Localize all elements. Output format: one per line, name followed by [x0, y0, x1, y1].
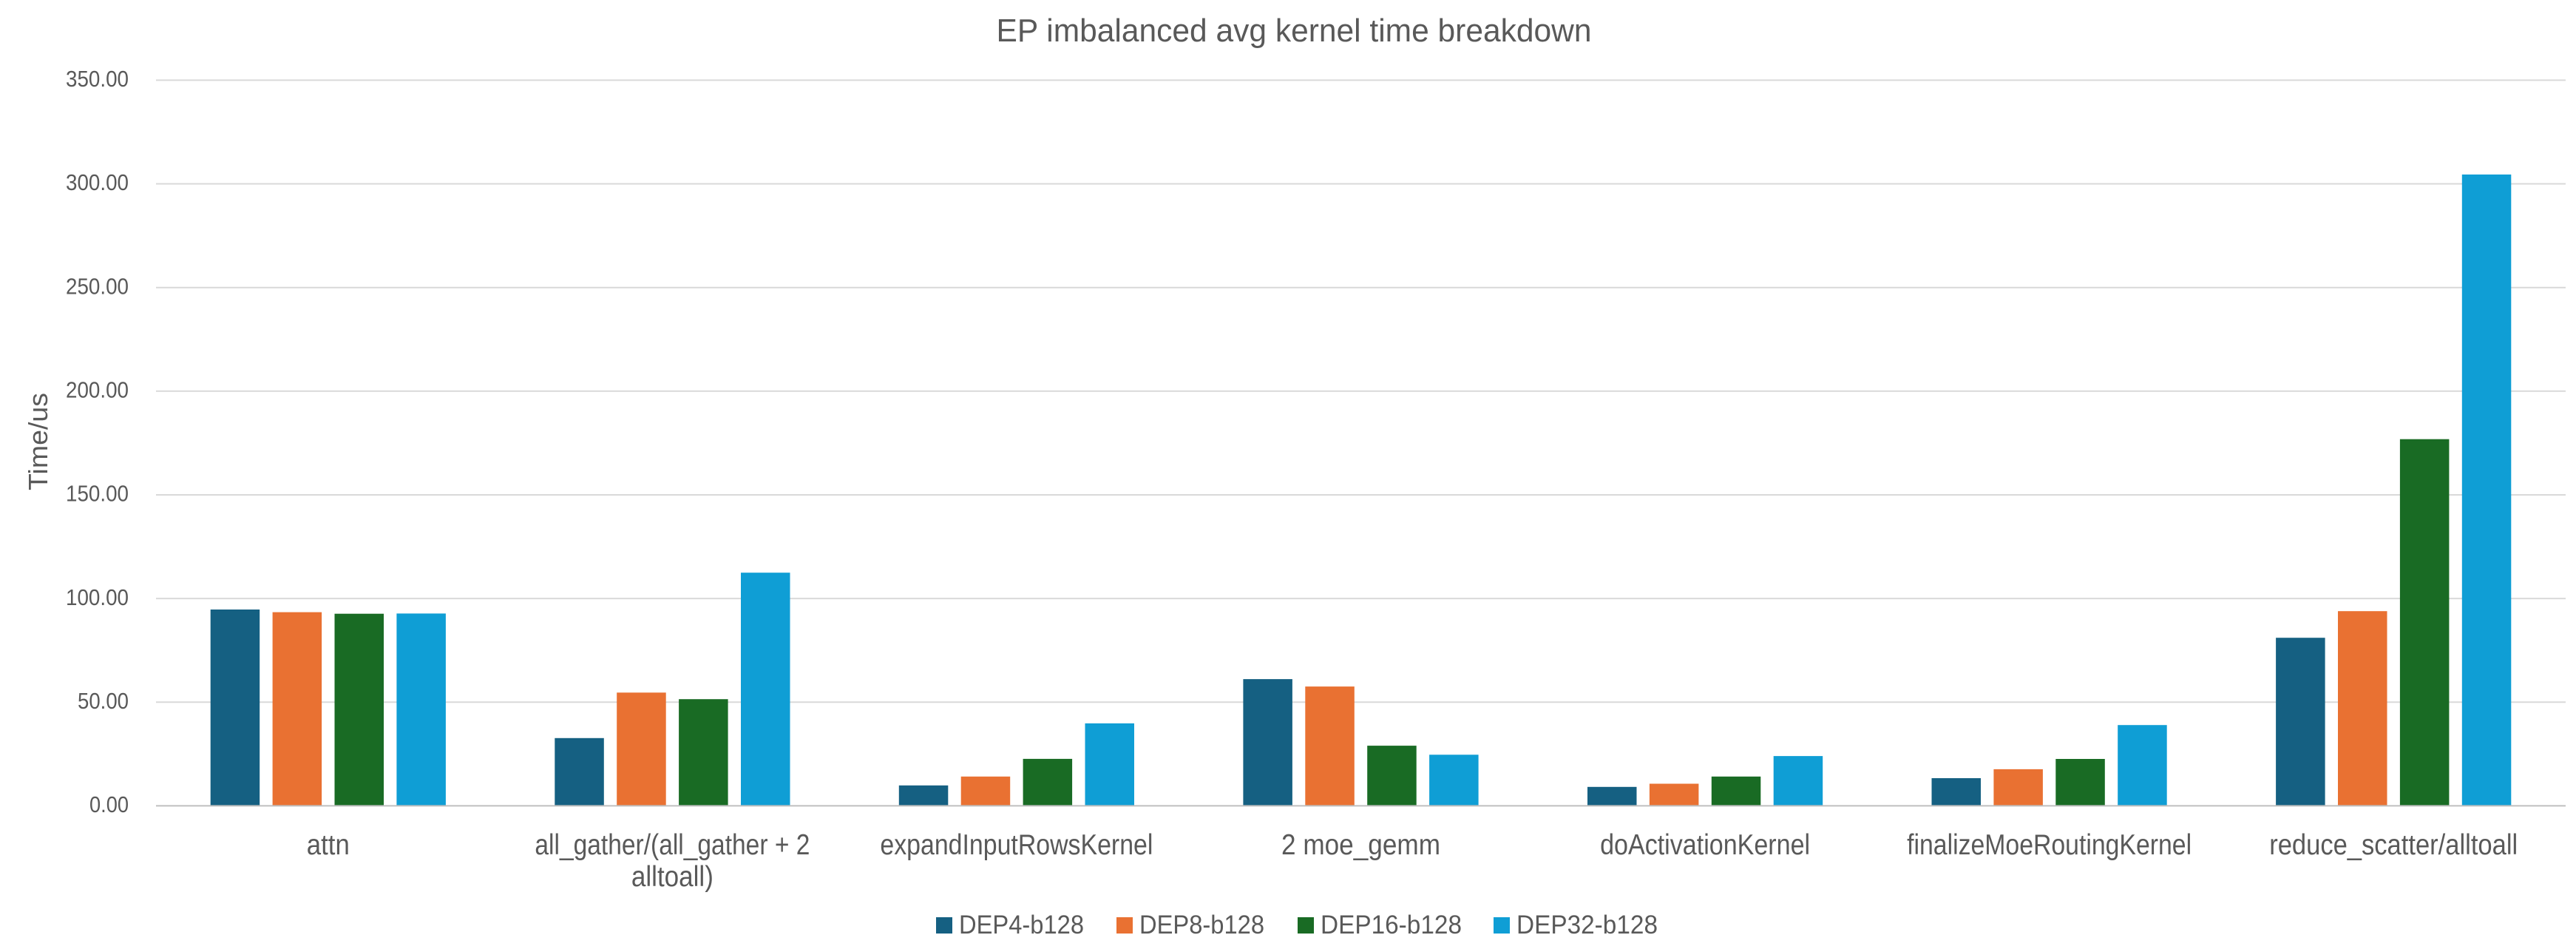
svg-text:EP imbalanced avg kernel time: EP imbalanced avg kernel time breakdown: [997, 13, 1592, 49]
svg-text:0.00: 0.00: [89, 791, 129, 817]
svg-text:all_gather/(all_gather + 2: all_gather/(all_gather + 2: [535, 829, 810, 861]
svg-text:DEP32-b128: DEP32-b128: [1516, 911, 1658, 939]
svg-text:expandInputRowsKernel: expandInputRowsKernel: [880, 829, 1153, 861]
svg-text:300.00: 300.00: [66, 169, 129, 195]
svg-text:attn: attn: [307, 829, 350, 861]
svg-text:finalizeMoeRoutingKernel: finalizeMoeRoutingKernel: [1907, 829, 2192, 861]
svg-text:Time/us: Time/us: [23, 393, 53, 490]
svg-text:250.00: 250.00: [66, 273, 129, 299]
svg-text:doActivationKernel: doActivationKernel: [1600, 829, 1810, 861]
svg-text:DEP16-b128: DEP16-b128: [1321, 911, 1462, 939]
svg-text:200.00: 200.00: [66, 377, 129, 403]
svg-text:50.00: 50.00: [78, 688, 129, 714]
svg-text:350.00: 350.00: [66, 66, 129, 92]
svg-text:DEP8-b128: DEP8-b128: [1139, 911, 1264, 939]
svg-text:2 moe_gemm: 2 moe_gemm: [1281, 829, 1440, 861]
svg-text:100.00: 100.00: [66, 584, 129, 610]
svg-text:DEP4-b128: DEP4-b128: [959, 911, 1084, 939]
svg-text:alltoall): alltoall): [631, 861, 714, 893]
svg-text:150.00: 150.00: [66, 481, 129, 507]
svg-text:reduce_scatter/alltoall: reduce_scatter/alltoall: [2269, 829, 2518, 861]
